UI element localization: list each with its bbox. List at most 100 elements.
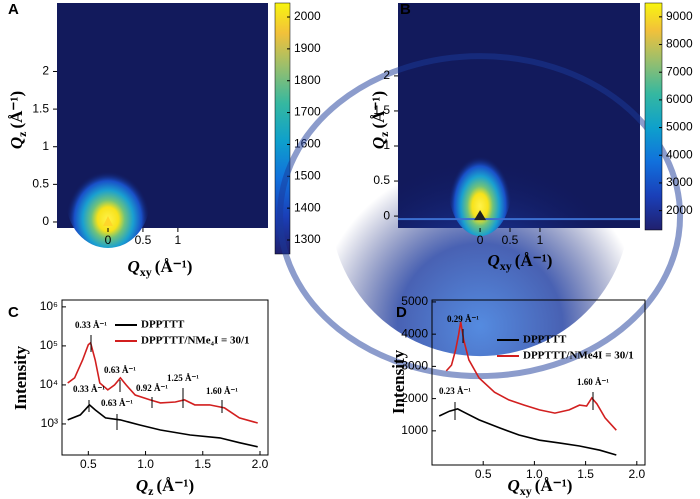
colorbar [274,2,291,255]
colorbar-tick-label: 9000 [666,9,693,23]
peak-annotation: 0.63 Å⁻¹ [101,398,133,408]
plot-frame [61,299,269,456]
peak-annotation: 0.63 Å⁻¹ [104,365,136,375]
y-tick-label: 5000 [401,294,428,308]
x-tick-label: 0.5 [502,233,519,247]
y-tick-label: 1 [383,138,390,152]
axis-symbol: Q [508,476,520,495]
peak-annotation: 1.25 Å⁻¹ [167,373,199,383]
y-tick-label: 4000 [401,326,428,340]
y-tick-label: 0 [383,208,390,222]
legend-label: DPPTTT [141,319,185,331]
axis-unit: (Å⁻¹) [369,91,388,129]
axis-subscript: xy [140,265,152,279]
beamstop [474,210,487,221]
axis-subscript: z [377,131,391,137]
colorbar-tick-label: 1700 [294,105,321,119]
y-axis-label: Intensity [389,349,408,414]
peak-annotation: 0.33 Å⁻¹ [73,384,105,394]
series-line [67,341,258,424]
scattering-blob [448,136,513,237]
axis-symbol: Q [369,137,388,149]
x-tick-label: 1 [537,233,544,247]
colorbar-tick-label: 1900 [294,41,321,55]
axis-subscript: xy [500,259,512,273]
axis-unit: (Å⁻¹) [156,476,194,495]
y-tick-label: 10³ [41,416,58,430]
peak-annotation: 0.29 Å⁻¹ [447,314,479,324]
x-tick-label: 2.0 [628,467,645,481]
legend-label: DPPTTT [523,334,567,346]
axis-label: Qxy (Å⁻¹) [128,257,193,279]
scattering-blob [66,151,151,248]
axis-label: Qxy (Å⁻¹) [508,476,573,498]
axis-subscript: xy [520,484,532,498]
x-tick-label: 0.5 [135,233,152,247]
panel-label: C [8,304,19,321]
axis-subscript: z [148,484,154,498]
axis-unit: (Å⁻¹) [7,91,26,129]
y-tick-label: 0 [42,214,49,228]
y-tick-label: 1.5 [373,103,390,117]
x-tick-label: 2.0 [252,457,269,471]
axis-label: Qxy (Å⁻¹) [488,251,553,273]
colorbar [644,2,663,231]
y-tick-label: 2 [383,68,390,82]
axis-label: Qz (Å⁻¹) [7,91,29,149]
peak-annotation: 0.33 Å⁻¹ [75,320,107,330]
axis-subscript: z [15,131,29,137]
axis-symbol: Q [7,137,26,149]
x-tick-label: 1 [175,233,182,247]
colorbar-tick-label: 4000 [666,147,693,161]
axis-symbol: Q [128,257,140,276]
x-tick-label: 1.0 [526,467,543,481]
colorbar-tick-label: 2000 [666,203,693,217]
colorbar-tick-label: 2000 [294,9,321,23]
y-tick-label: 1 [42,139,49,153]
axis-symbol: Q [488,251,500,270]
axis-label: Qz(Å⁻¹) [136,476,194,498]
panel-label: B [400,1,411,18]
axis-symbol: Q [136,476,148,495]
colorbar-tick-label: 1400 [294,200,321,214]
y-tick-label: 0.5 [32,177,49,191]
axis-unit: (Å⁻¹) [515,251,553,270]
y-tick-label: 10⁴ [39,377,58,391]
colorbar-tick-label: 3000 [666,175,693,189]
scattering-ring [277,53,684,380]
axis-label: Qz (Å⁻¹) [369,91,391,149]
legend-label: DPPTTT/NMe₄I = 30/1 [141,335,250,347]
x-tick-label: 1.5 [194,457,211,471]
colorbar-tick-label: 8000 [666,37,693,51]
series-line [445,321,617,431]
x-tick-label: 0 [105,233,112,247]
axis-unit: (Å⁻¹) [535,476,573,495]
beamstop-line [398,218,640,221]
colorbar-tick-label: 7000 [666,64,693,78]
colorbar-tick-label: 1300 [294,232,321,246]
beamstop [103,215,114,226]
y-axis-label: Intensity [11,345,30,410]
y-tick-label: 2 [42,64,49,78]
y-tick-label: 10⁵ [40,338,58,352]
peak-annotation: 1.60 Å⁻¹ [577,377,609,387]
series-line [67,403,258,448]
panel-label: A [8,1,19,18]
colorbar-tick-label: 5000 [666,120,693,134]
peak-annotation: 0.92 Å⁻¹ [136,383,168,393]
y-tick-label: 1000 [401,423,428,437]
plot-frame [431,299,646,466]
peak-annotation: 1.60 Å⁻¹ [206,386,238,396]
x-tick-label: 0.5 [80,457,97,471]
colorbar-tick-label: 1500 [294,168,321,182]
x-tick-label: 0 [477,233,484,247]
colorbar-tick-label: 1800 [294,73,321,87]
x-tick-label: 0.5 [475,467,492,481]
y-tick-label: 1.5 [32,101,49,115]
panel-label: D [396,304,407,321]
y-tick-label: 2000 [401,391,428,405]
axis-unit: (Å⁻¹) [155,257,193,276]
x-tick-label: 1.5 [577,467,594,481]
y-tick-label: 0.5 [373,173,390,187]
